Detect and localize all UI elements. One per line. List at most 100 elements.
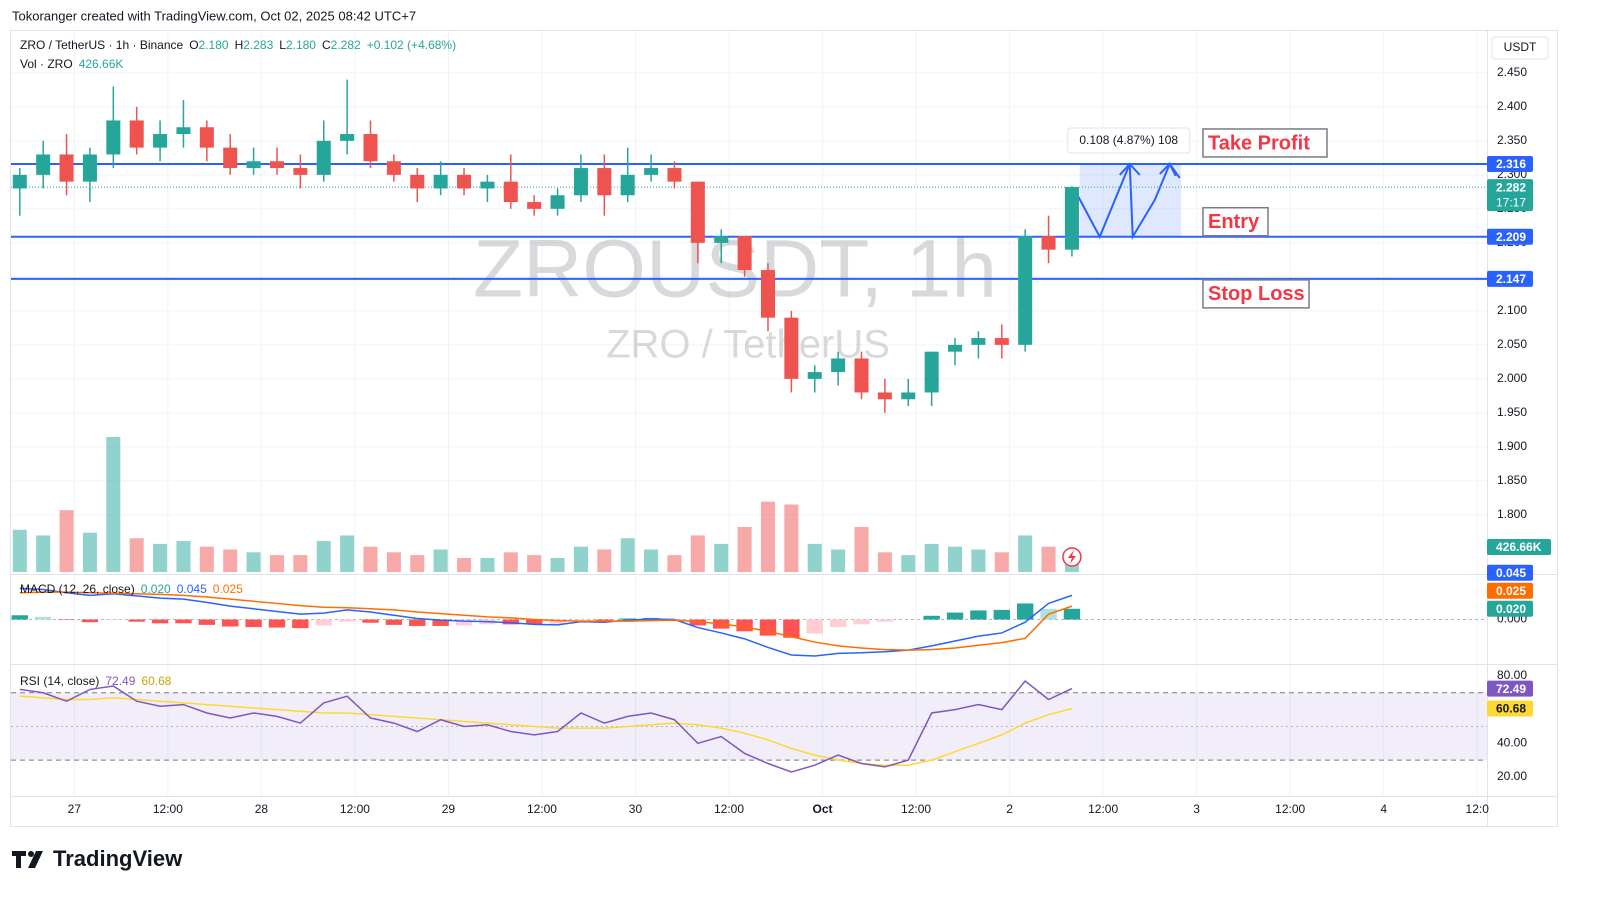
legend-item: 2.180: [286, 38, 316, 52]
macd-histogram: [105, 619, 122, 621]
alert-icon: [1067, 550, 1076, 564]
macd-histogram: [689, 619, 707, 626]
legend-item: 60.68: [141, 674, 171, 688]
candle-body: [199, 127, 214, 148]
rsi-tag-bg: [1487, 680, 1533, 697]
x-tick-label: 2: [1006, 802, 1013, 816]
candle-body: [597, 168, 612, 196]
macd-histogram: [338, 619, 356, 622]
volume-bar: [269, 555, 284, 572]
candle-body: [176, 127, 191, 135]
volume-bar: [550, 557, 565, 572]
candle-body: [363, 134, 378, 162]
volume-bar: [877, 552, 892, 572]
signal-line: [19, 591, 1073, 651]
x-tick-label: 12:00: [153, 802, 183, 816]
logo-mark: [28, 851, 34, 857]
legend-item: 72.49: [105, 674, 135, 688]
legend-item: 2.283: [243, 38, 273, 52]
rsi-ma-line: [19, 695, 1073, 766]
volume-bar: [807, 543, 822, 572]
y-tick-label: 1.800: [1497, 507, 1527, 521]
candle-body: [714, 236, 729, 243]
volume-bar: [59, 510, 74, 572]
macd-histogram: [455, 619, 473, 626]
volume-bar: [457, 557, 472, 572]
candle-body: [760, 270, 775, 318]
level-label: Stop Loss: [1208, 283, 1305, 305]
macd-histogram: [829, 619, 847, 628]
volume-bar: [901, 555, 916, 572]
candle-body: [153, 134, 168, 148]
watermark-subtitle: ZRO / TetherUS: [606, 323, 890, 367]
chart: ZROUSDT, 1h ZRO / TetherUS 27 12:00 28 12:00 2…: [11, 31, 1557, 826]
macd-histogram: [923, 615, 940, 620]
macd-tag-bg: [1487, 600, 1533, 617]
measure-label: 0.108 (4.87%) 108: [1079, 133, 1178, 147]
x-tick-label: 12:00: [527, 802, 557, 816]
legend-item: MACD (12, 26, close): [20, 582, 135, 596]
candle-body: [737, 236, 752, 271]
y-tick-label: 1.900: [1497, 439, 1527, 453]
macd-histogram: [34, 616, 52, 620]
macd-tag: 0.020: [1496, 602, 1526, 616]
macd-histogram: [198, 619, 216, 625]
logo-mark: [12, 851, 26, 868]
macd-histogram: [806, 619, 823, 634]
volume-bar: [994, 552, 1009, 572]
candle-body: [129, 120, 144, 148]
candle-body: [1018, 236, 1033, 345]
rsi-tag: 72.49: [1496, 682, 1526, 696]
volume-bar: [737, 527, 752, 572]
x-tick-label: 4: [1380, 802, 1387, 816]
candle-body: [316, 140, 331, 175]
legend-item: ZRO / TetherUS · 1h · Binance: [20, 38, 184, 52]
candle-body: [12, 174, 27, 189]
candle-body: [667, 168, 682, 182]
x-tick-label: 27: [68, 802, 82, 816]
candle-body: [36, 154, 51, 175]
legend-item: 0.025: [213, 582, 243, 596]
candle-body: [410, 174, 425, 189]
macd-histogram: [151, 619, 169, 624]
volume-bar: [176, 541, 191, 572]
candle-body: [1041, 236, 1056, 250]
x-tick-label: 12:00: [714, 802, 744, 816]
brand: TradingView: [53, 846, 183, 871]
volume-bar: [433, 549, 448, 572]
macd-histogram: [128, 619, 145, 622]
legend: MACD (12, 26, close) 0.020 0.045 0.025: [20, 582, 243, 596]
watermark: ZROUSDT, 1h: [473, 224, 997, 315]
volume-bar: [199, 546, 214, 572]
volume-bar: [106, 437, 121, 572]
level-label: Entry: [1208, 211, 1260, 233]
volume-bar: [854, 527, 869, 572]
y-tick-label: 2.450: [1497, 65, 1527, 79]
volume-bar: [153, 543, 168, 572]
macd-histogram: [292, 619, 309, 629]
macd-histogram: [572, 619, 590, 621]
rsi-ma-tag: 60.68: [1496, 702, 1526, 716]
x-tick-label: Oct: [813, 802, 833, 816]
volume-bar: [1018, 535, 1033, 572]
macd-histogram: [970, 610, 987, 620]
volume-bar: [386, 552, 401, 572]
volume-bar: [690, 535, 705, 572]
logo: TradingView: [12, 846, 183, 871]
macd-line: [19, 587, 1073, 657]
legend-item: O: [189, 38, 198, 52]
legend-item: L: [279, 38, 286, 52]
macd-histogram: [619, 618, 636, 620]
last-price-tag: 2.282: [1496, 180, 1526, 194]
candle-body: [527, 202, 542, 209]
level-tag-bg: [1487, 270, 1533, 287]
volume-bar: [340, 535, 355, 572]
volume-bar: [82, 532, 97, 572]
candle-body: [386, 161, 401, 175]
macd-histogram: [268, 619, 286, 628]
candle-body: [831, 358, 846, 373]
x-tick-label: 12:00: [1275, 802, 1305, 816]
volume-bar: [410, 555, 425, 572]
legend: ZRO / TetherUS · 1h · Binance O2.180 H2.28…: [20, 38, 456, 52]
